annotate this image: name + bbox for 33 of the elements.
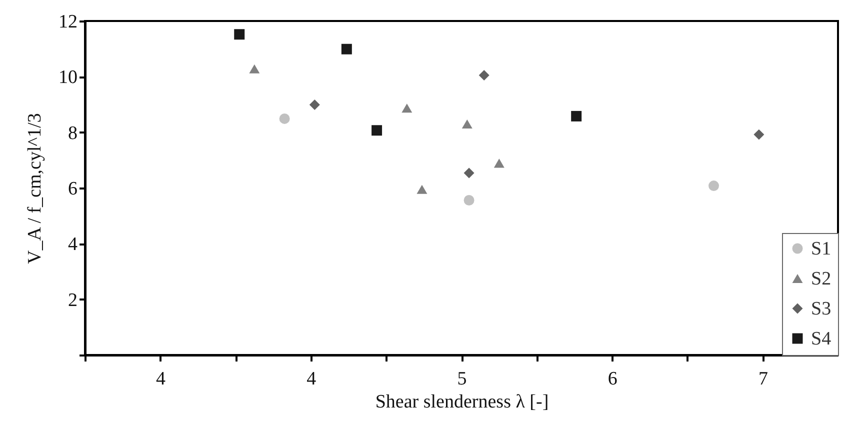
point xyxy=(341,44,352,54)
legend-label: S1 xyxy=(811,238,832,260)
legend-label: S4 xyxy=(811,328,832,350)
point xyxy=(478,70,490,81)
y-tick-label: 8 xyxy=(68,122,78,144)
point xyxy=(708,180,719,192)
point xyxy=(279,113,290,124)
point xyxy=(464,195,474,206)
point xyxy=(402,104,412,113)
point xyxy=(249,64,260,74)
point xyxy=(462,119,472,129)
y-axis-title: V_A / f_cm,cyl^1/3 xyxy=(24,113,46,264)
x-tick-label: 4 xyxy=(306,368,317,390)
point xyxy=(464,168,474,178)
point xyxy=(494,158,504,168)
y-tick-label: 12 xyxy=(58,12,78,32)
y-tick-label: 4 xyxy=(68,234,78,256)
point xyxy=(754,129,764,140)
x-tick-label: 6 xyxy=(608,368,618,390)
point xyxy=(571,110,582,122)
legend-label: S3 xyxy=(811,298,832,320)
point xyxy=(234,29,245,40)
x-tick-label: 4 xyxy=(156,368,166,390)
x-tick-label: 7 xyxy=(758,368,768,390)
point xyxy=(416,184,428,194)
point xyxy=(372,125,382,136)
y-tick-label: 6 xyxy=(68,178,78,200)
point xyxy=(309,100,320,110)
legend-label: S2 xyxy=(811,268,832,290)
x-tick-label: 5 xyxy=(457,368,467,390)
y-tick-label: 2 xyxy=(68,290,78,311)
y-tick-label: 10 xyxy=(58,67,78,88)
x-axis-title: Shear slenderness λ [-] xyxy=(375,392,549,412)
